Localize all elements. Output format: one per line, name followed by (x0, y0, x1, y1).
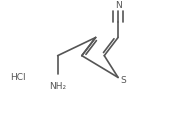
Text: NH₂: NH₂ (49, 82, 66, 91)
Text: S: S (121, 76, 126, 85)
Text: HCl: HCl (10, 73, 26, 82)
Text: N: N (115, 1, 121, 10)
